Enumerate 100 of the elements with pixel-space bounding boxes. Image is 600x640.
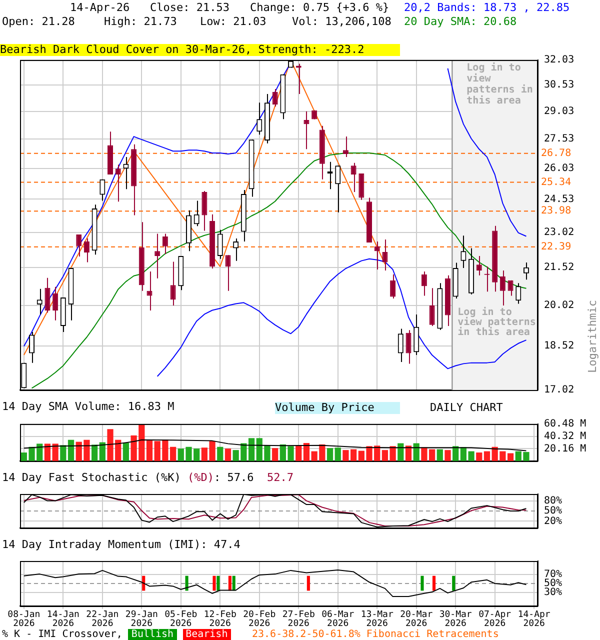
candlestick [390, 274, 396, 300]
y-tick-label: 27.53 [544, 134, 574, 145]
bar [224, 448, 232, 461]
candlestick [233, 238, 239, 262]
y-tick-label: 40.32 M [544, 430, 586, 442]
candlestick [52, 286, 58, 321]
bar [444, 450, 451, 461]
x-tick-label: 30-Mar 2026 [439, 610, 472, 629]
bar [326, 448, 334, 461]
bar [484, 451, 490, 461]
y-tick-label: 30.53 [544, 80, 574, 91]
bar [507, 453, 514, 461]
y-tick-label: 60.48 M [544, 418, 586, 430]
candlestick [335, 165, 341, 213]
bar [146, 440, 153, 461]
bar [296, 445, 302, 461]
bar [44, 444, 51, 461]
candlestick [398, 328, 404, 362]
x-tick-label: 20-Mar 2026 [400, 610, 434, 629]
text: Bearish Dark Cloud Cover on 30-Mar-26, Strength: -223.2 [0, 43, 400, 56]
bar [398, 443, 404, 461]
text: (%K) [153, 471, 181, 484]
y-tick-label: 26.03 [544, 162, 574, 174]
chart-title: 14 Day SMA Volume: 16.83 M [2, 400, 174, 413]
candlestick [508, 280, 514, 296]
text: DAILY CHART [430, 401, 503, 414]
bar [248, 438, 255, 461]
bar [405, 446, 412, 461]
ref-line-label: 25.34 [541, 176, 572, 188]
text: Open: 21.28 [2, 15, 75, 28]
y-tick-label: 18.52 [544, 340, 574, 352]
y-tick-label: 50% [544, 506, 562, 517]
x-tick-label: 07-Apr 2026 [478, 610, 512, 629]
text: Bearish [182, 629, 231, 640]
candlestick [100, 178, 106, 202]
band-label: Log in to view patterns in this area [458, 306, 536, 338]
bar [52, 444, 58, 461]
bar [217, 446, 224, 461]
candlestick [304, 110, 310, 150]
candlestick [123, 156, 129, 190]
bar [334, 448, 341, 461]
text: 20,2 Bands: 18.73 , 22.85 [404, 1, 570, 14]
text: : 57.6 [214, 471, 254, 484]
text: 23.6-38.2-50-61.8% Fibonacci Retracements [252, 629, 499, 640]
chart-title: 14 Day Intraday Momentum (IMI): 47.4 [2, 538, 240, 551]
annotation: Log in to view patterns in this area [466, 62, 533, 107]
text: Close: 21.53 [150, 1, 230, 14]
y-tick-label: 80% [544, 495, 562, 506]
y-tick-label: 17.02 [544, 384, 574, 396]
candlestick [76, 234, 82, 258]
legend-title: % K - IMI Crossover, [2, 629, 122, 640]
y-tick-label: 21.52 [544, 262, 574, 274]
bar [476, 452, 482, 461]
text: (%D) [186, 471, 214, 484]
candlestick [170, 261, 176, 306]
bar [303, 443, 310, 461]
x-tick-label: 22-Jan 2026 [86, 610, 119, 629]
text: 20 Day SMA: 20.68 [404, 15, 518, 28]
candlestick [414, 314, 420, 356]
text: Vol: 13,206,108 [292, 15, 392, 28]
ref-line-label: 23.98 [541, 206, 572, 217]
bar [436, 449, 443, 461]
x-tick-label: 12-Feb 2026 [204, 610, 236, 629]
text: 52.7 [266, 471, 294, 484]
x-tick-label: 05-Feb 2026 [164, 610, 198, 629]
ref-line-label: 26.78 [541, 148, 572, 160]
y-tick-label: 20.16 M [544, 443, 586, 454]
candlestick [194, 200, 200, 227]
y-tick-label: 32.03 [544, 54, 574, 66]
bar [452, 446, 459, 461]
candlestick [476, 256, 482, 276]
candlestick [516, 282, 522, 304]
x-tick-label: 06-Mar 2026 [322, 610, 355, 629]
text: 14-Apr-26 [70, 1, 130, 14]
bar [413, 443, 420, 461]
bar [92, 444, 98, 461]
y-tick-label: 23.02 [544, 226, 574, 238]
candlestick [36, 288, 42, 315]
y-tick-label: 24.53 [544, 194, 574, 205]
text: Low: 21.03 [200, 15, 266, 28]
y-tick-label: 20% [544, 516, 562, 527]
candlestick [429, 288, 435, 327]
x-tick-label: 14-Jan 2026 [46, 610, 80, 629]
x-tick-label: 20-Feb 2026 [243, 610, 276, 629]
candlestick [460, 235, 466, 269]
candlestick [358, 172, 364, 200]
text: Change: 0.75 {+3.6 %} [250, 1, 390, 14]
bar [122, 442, 130, 461]
candlestick [500, 270, 506, 306]
candlestick [84, 238, 90, 263]
candlestick [523, 262, 529, 280]
candlestick [374, 241, 380, 270]
x-tick-label: 08-Jan 2026 [8, 610, 40, 629]
candlestick [217, 229, 223, 260]
ref-line-label: 22.39 [541, 241, 572, 252]
candlestick [202, 190, 208, 232]
chart-title: 14 Day Fast Stochastic [2, 471, 148, 484]
candlestick [225, 254, 231, 292]
text: Logarithmic [586, 300, 599, 373]
candlestick [256, 102, 262, 136]
